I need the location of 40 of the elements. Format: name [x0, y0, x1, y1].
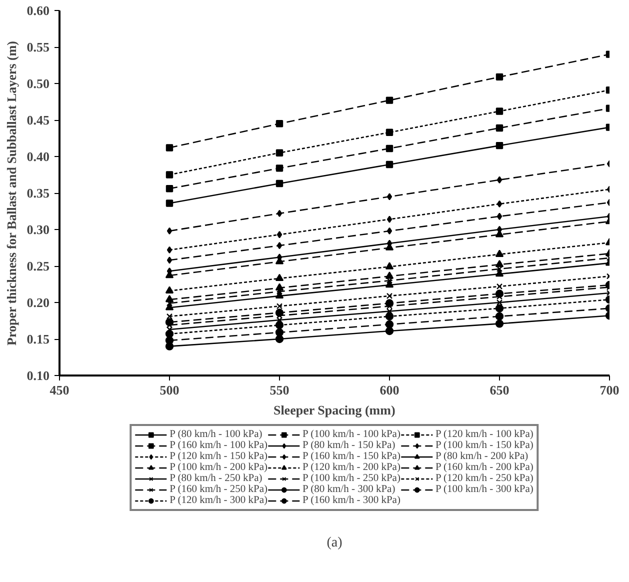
legend-label: P (160 km/h - 200 kPa)	[435, 462, 534, 473]
x-tick-label: 650	[490, 382, 510, 398]
y-axis-title: Proper thickness for Ballast and Subballast Layers (m)	[4, 41, 19, 346]
legend-label: P (80 km/h - 150 kPa)	[302, 440, 396, 451]
legend-label: P (160 km/h - 100 kPa)	[170, 440, 268, 451]
y-tick-label: 0.10	[26, 368, 50, 383]
y-tick-label: 0.20	[26, 295, 50, 310]
x-tick-label: 600	[380, 382, 400, 398]
y-tick-label: 0.45	[26, 112, 50, 128]
x-tick-label: 700	[600, 382, 620, 398]
y-tick-label: 0.15	[26, 332, 50, 346]
legend-label: P (100 km/h - 250 kPa)	[302, 473, 400, 484]
legend-label: P (80 km/h - 250 kPa)	[170, 473, 262, 484]
y-tick-label: 0.30	[26, 222, 50, 237]
legend-label: P (160 km/h - 250 kPa)	[170, 484, 268, 495]
legend-label: P (80 km/h - 100 kPa)	[170, 429, 262, 440]
y-tick-label: 0.55	[26, 40, 50, 54]
legend-label: P (80 km/h - 300 kPa)	[302, 484, 396, 495]
legend-label: P (120 km/h - 200 kPa)	[302, 462, 400, 473]
y-tick-label: 0.25	[26, 258, 50, 274]
y-tick-label: 0.50	[26, 76, 50, 91]
text: (a)	[326, 536, 343, 550]
legend-label: P (80 km/h - 200 kPa)	[435, 451, 528, 462]
x-tick-label: 450	[50, 382, 70, 398]
y-tick-label: 0.40	[26, 149, 50, 164]
legend-label: P (160 km/h - 300 kPa)	[302, 495, 400, 506]
legend-label: P (120 km/h - 150 kPa)	[170, 451, 268, 462]
legend-label: P (100 km/h - 150 kPa)	[435, 440, 534, 451]
legend-label: P (100 km/h - 200 kPa)	[170, 462, 268, 473]
y-tick-label: 0.35	[26, 186, 50, 200]
x-tick-label: 550	[270, 382, 290, 398]
y-tick-label: 0.60	[26, 3, 50, 18]
legend-label: P (120 km/h - 300 kPa)	[170, 495, 268, 506]
legend-label: P (100 km/h - 100 kPa)	[302, 429, 400, 440]
legend-label: P (120 km/h - 100 kPa)	[435, 429, 534, 440]
legend-label: P (100 km/h - 300 kPa)	[435, 484, 534, 495]
legend-label: P (120 km/h - 250 kPa)	[435, 473, 534, 484]
x-tick-label: 500	[160, 382, 180, 398]
legend-label: P (160 km/h - 150 kPa)	[302, 451, 400, 462]
x-axis-title: Sleeper Spacing (mm)	[273, 402, 396, 418]
